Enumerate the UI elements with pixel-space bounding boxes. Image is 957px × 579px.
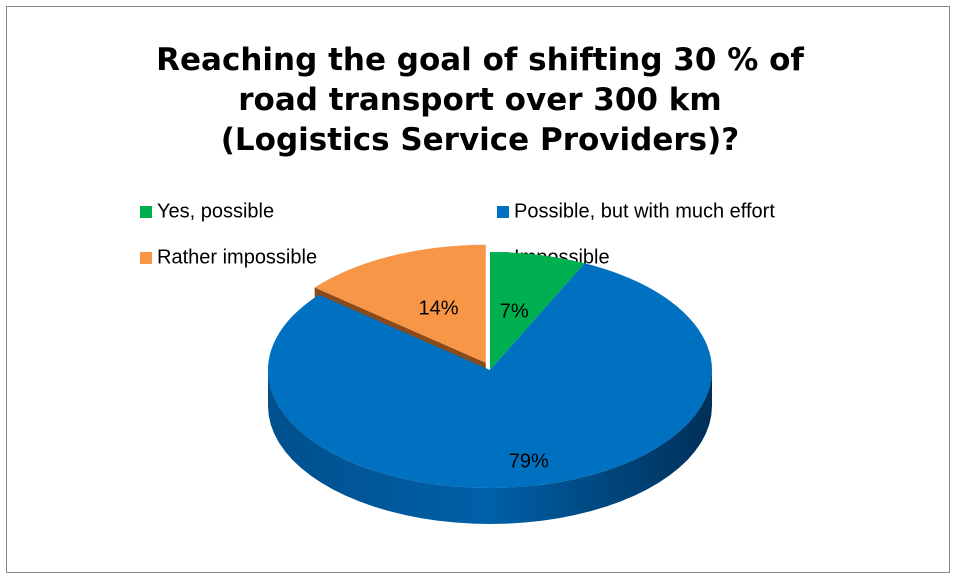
data-label: 7% [500,301,529,323]
legend-swatch [140,206,152,218]
pie-slice-side [268,370,712,524]
pie-slice [268,263,713,488]
legend-label: Possible, but with much effort [514,200,775,222]
pie-slice [314,244,486,363]
pie-slice [490,252,585,370]
data-label: 14% [418,298,458,320]
data-label: 79% [509,450,549,472]
chart-title: Reaching the goal of shifting 30 % of ro… [156,42,804,158]
legend-label: Rather impossible [157,246,317,268]
legend-swatch [497,206,509,218]
legend-label: Yes, possible [157,200,274,222]
legend-swatch [140,252,152,264]
